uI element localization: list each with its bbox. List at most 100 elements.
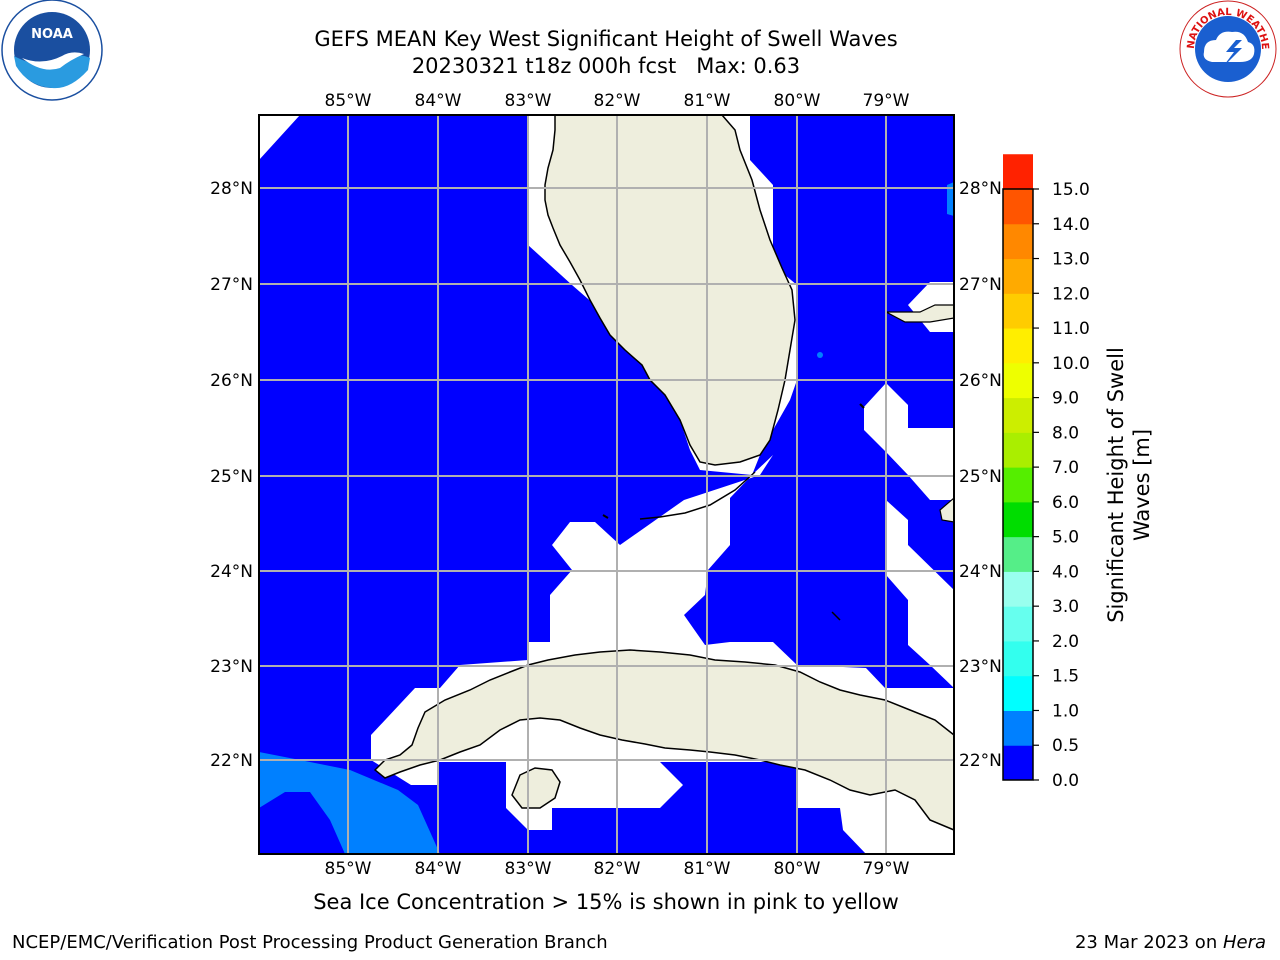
colorbar-segment xyxy=(1003,223,1033,260)
colorbar-tick-label: 15.0 xyxy=(1052,180,1090,200)
lat-label: 28°N xyxy=(210,179,253,199)
colorbar-segment xyxy=(1003,606,1033,642)
colorbar-tick-label: 1.5 xyxy=(1052,667,1079,687)
bimini xyxy=(859,403,865,409)
lat-label: 26°N xyxy=(959,371,1002,391)
lon-label: 80°W xyxy=(774,91,821,111)
colorbar-segment xyxy=(1003,189,1033,225)
lat-label: 22°N xyxy=(959,751,1002,771)
colorbar-tick-label: 6.0 xyxy=(1052,493,1079,513)
colorbar-segment xyxy=(1003,571,1033,607)
lat-label: 24°N xyxy=(210,562,253,582)
lat-label: 27°N xyxy=(959,275,1002,295)
lat-labels-left: 28°N 27°N 26°N 25°N 24°N 23°N 22°N xyxy=(210,179,253,771)
colorbar-tick-label: 0.5 xyxy=(1052,736,1079,756)
colorbar-label-line1: Significant Height of Swell xyxy=(1104,347,1128,623)
lon-label: 83°W xyxy=(505,859,552,879)
colorbar-segment xyxy=(1003,397,1033,433)
colorbar-label-line2: Waves [m] xyxy=(1130,429,1154,541)
colorbar-segment xyxy=(1003,536,1033,572)
florida-keys xyxy=(639,471,756,520)
colorbar-segment xyxy=(1003,258,1033,294)
footer-date: 23 Mar 2023 on Hera xyxy=(1075,932,1266,953)
footer-branch: NCEP/EMC/Verification Post Processing Pr… xyxy=(12,932,608,953)
lat-label: 28°N xyxy=(959,179,1002,199)
nws-logo-text: NATIONAL WEATHER SERVICE xyxy=(0,0,1270,50)
colorbar-segment xyxy=(1003,710,1033,746)
sea-ice-caption: Sea Ice Concentration > 15% is shown in … xyxy=(313,890,899,914)
colorbar-tick-label: 9.0 xyxy=(1052,389,1079,409)
lat-label: 23°N xyxy=(210,657,253,677)
dry-tortugas xyxy=(602,514,609,519)
lat-label: 25°N xyxy=(210,467,253,487)
colorbar-tick-label: 10.0 xyxy=(1052,354,1090,374)
lat-label: 26°N xyxy=(210,371,253,391)
swell-patch-dot xyxy=(817,352,823,358)
colorbar-tick-label: 13.0 xyxy=(1052,250,1090,270)
colorbar-segment xyxy=(1003,432,1033,468)
graticule xyxy=(259,115,954,854)
lat-label: 22°N xyxy=(210,751,253,771)
colorbar-tick-label: 1.0 xyxy=(1052,701,1079,721)
land-florida xyxy=(544,115,796,466)
lon-labels-top: 85°W 84°W 83°W 82°W 81°W 80°W 79°W xyxy=(325,91,910,111)
lon-label: 85°W xyxy=(325,91,372,111)
colorbar-tick-label: 5.0 xyxy=(1052,528,1079,548)
colorbar-tick-label: 3.0 xyxy=(1052,597,1079,617)
cay-sal xyxy=(831,611,841,621)
colorbar-segment xyxy=(1003,154,1033,190)
colorbar-segment xyxy=(1003,745,1033,781)
land-bahamas-andros xyxy=(939,497,954,523)
colorbar-frame xyxy=(1002,188,1034,781)
lat-label: 27°N xyxy=(210,275,253,295)
footer-date-text: 23 Mar 2023 on xyxy=(1074,932,1223,953)
land-bahamas-north xyxy=(885,304,954,323)
noaa-logo: NOAA xyxy=(1,0,103,101)
lon-label: 85°W xyxy=(325,859,372,879)
colorbar-ticks: 0.0 0.5 1.0 1.5 2.0 3.0 4.0 5.0 6.0 7.0 8.0 9.0 10.0… xyxy=(1033,180,1090,791)
colorbar-tick-label: 0.0 xyxy=(1052,771,1079,791)
colorbar-segment xyxy=(1003,640,1033,677)
colorbar-segment xyxy=(1003,362,1033,399)
colorbar-segment xyxy=(1003,467,1033,503)
lon-label: 81°W xyxy=(684,91,731,111)
colorbar-tick-label: 2.0 xyxy=(1052,632,1079,652)
lon-labels-bottom: 85°W 84°W 83°W 82°W 81°W 80°W 79°W xyxy=(325,859,910,879)
lat-label: 25°N xyxy=(959,467,1002,487)
lon-label: 79°W xyxy=(863,91,910,111)
noaa-logo-text: NOAA xyxy=(31,27,73,42)
colorbar-segments xyxy=(1003,154,1033,781)
colorbar-tick-label: 8.0 xyxy=(1052,423,1079,443)
map-frame xyxy=(258,114,955,855)
lon-label: 83°W xyxy=(505,91,552,111)
title-line1: GEFS MEAN Key West Significant Height of… xyxy=(314,27,898,51)
colorbar-tick-label: 14.0 xyxy=(1052,215,1090,235)
lon-label: 80°W xyxy=(774,859,821,879)
land-cuba xyxy=(373,649,954,831)
chart-title: GEFS MEAN Key West Significant Height of… xyxy=(256,26,956,80)
colorbar-label: Significant Height of Swell Waves [m] xyxy=(1104,347,1154,623)
footer-host: Hera xyxy=(1222,932,1266,953)
lat-label: 24°N xyxy=(959,562,1002,582)
swell-patch-sw xyxy=(259,752,440,854)
colorbar-tick-label: 4.0 xyxy=(1052,562,1079,582)
colorbar-tick-label: 12.0 xyxy=(1052,284,1090,304)
colorbar-segment xyxy=(1003,501,1033,538)
colorbar-tick-label: 7.0 xyxy=(1052,458,1079,478)
lat-labels-right: 28°N 27°N 26°N 25°N 24°N 23°N 22°N xyxy=(959,179,1002,771)
lon-label: 79°W xyxy=(863,859,910,879)
lon-label: 84°W xyxy=(415,91,462,111)
lon-label: 81°W xyxy=(684,859,731,879)
colorbar-segment xyxy=(1003,293,1033,329)
colorbar-segment xyxy=(1003,675,1033,711)
colorbar: 0.0 0.5 1.0 1.5 2.0 3.0 4.0 5.0 6.0 7.0 8.0 9.0 10.0… xyxy=(1002,154,1154,791)
nws-logo: NATIONAL WEATHER SERVICE xyxy=(0,0,1277,98)
colorbar-segment xyxy=(1003,328,1033,364)
colorbar-tick-label: 11.0 xyxy=(1052,319,1090,339)
map-area: 85°W 84°W 83°W 82°W 81°W 80°W 79°W 85°W … xyxy=(210,91,1002,879)
lon-label: 82°W xyxy=(594,859,641,879)
lon-label: 84°W xyxy=(415,859,462,879)
lon-label: 82°W xyxy=(594,91,641,111)
lat-label: 23°N xyxy=(959,657,1002,677)
